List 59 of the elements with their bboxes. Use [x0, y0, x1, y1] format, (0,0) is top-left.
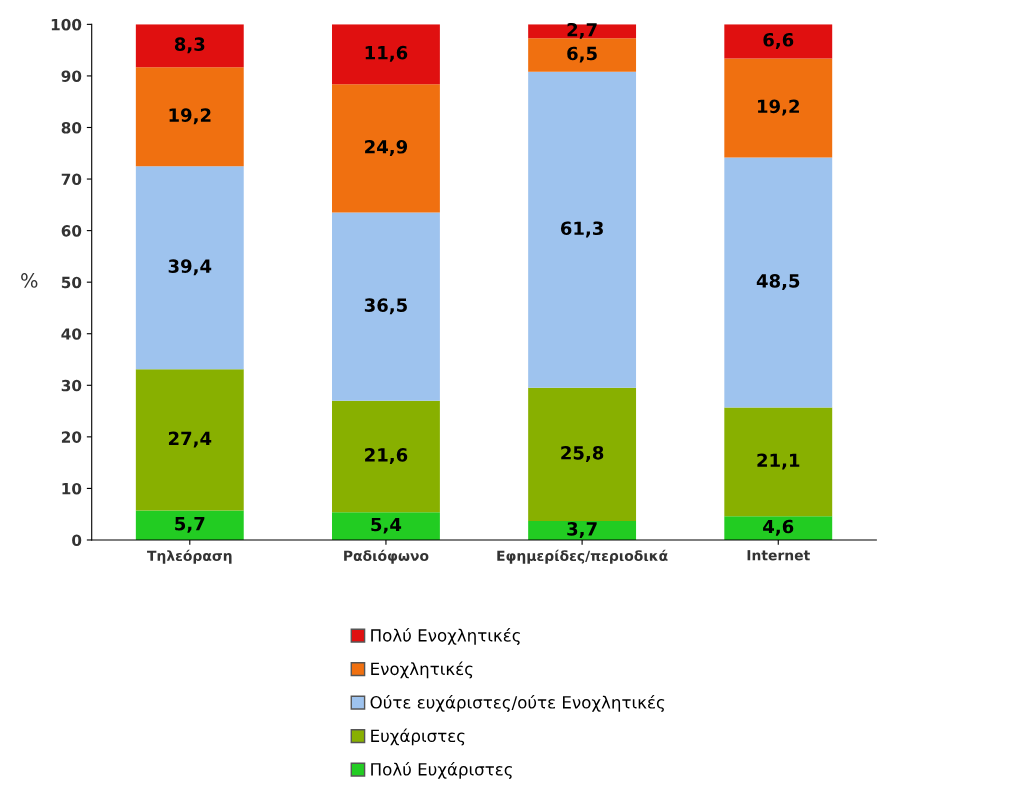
bar	[332, 84, 440, 213]
data-label: 19,2	[169, 108, 211, 125]
x-tick-label: Εφημερίδες/περιοδικά	[497, 549, 668, 564]
legend-label: Πολύ Ευχάριστες	[371, 762, 512, 779]
legend-label: Ενοχλητικές	[371, 661, 473, 679]
data-label: 19,2	[758, 99, 799, 116]
x-tick-label: Τηλεόραση	[147, 549, 232, 564]
bar	[332, 400, 440, 513]
bar	[135, 24, 244, 68]
data-label: 21,6	[365, 448, 408, 464]
bar	[528, 38, 637, 72]
data-label: 11,6	[365, 45, 408, 62]
data-label: 8,3	[174, 37, 205, 54]
legend-label: Πολύ Ενοχλητικές	[371, 628, 520, 645]
y-tick-label: 20	[61, 431, 82, 443]
data-label: 36,5	[364, 298, 407, 315]
bar	[135, 369, 244, 511]
data-label: 2,7	[567, 22, 597, 39]
bar	[724, 24, 833, 59]
data-label: 4,6	[763, 519, 794, 536]
y-axis-title: %	[21, 273, 38, 288]
data-label: 6,5	[567, 46, 597, 63]
data-label: 27,4	[168, 431, 212, 448]
bar	[135, 67, 244, 167]
y-tick-label: 70	[61, 173, 82, 186]
data-label: 5,4	[371, 517, 402, 534]
bar	[332, 212, 440, 401]
legend-label: Ούτε ευχάριστες/ούτε Ενοχλητικές	[370, 695, 665, 712]
y-tick-label: 60	[61, 225, 82, 237]
legend-label: Ευχάριστες	[371, 728, 465, 746]
bar	[724, 407, 833, 517]
x-tick-label: Ραδιόφωνο	[344, 549, 429, 564]
bar	[528, 71, 637, 388]
y-tick-label: 30	[61, 379, 82, 392]
bar	[724, 516, 833, 540]
y-tick-label: 10	[62, 482, 82, 495]
y-tick-label: 90	[61, 70, 82, 82]
y-tick-label: 80	[61, 121, 82, 134]
bar	[724, 157, 833, 408]
data-label: 25,8	[561, 445, 604, 462]
y-tick-label: 100	[51, 18, 82, 31]
data-label: 21,1	[757, 453, 800, 470]
bar	[135, 166, 244, 370]
data-label: 39,4	[168, 259, 212, 276]
bar	[528, 387, 637, 521]
data-label: 6,6	[763, 32, 794, 49]
bar	[724, 58, 833, 158]
data-label: 61,3	[560, 221, 603, 238]
data-label: 5,7	[175, 517, 205, 533]
bar	[135, 510, 244, 540]
y-tick-label: 40	[61, 328, 82, 340]
bar	[332, 24, 440, 85]
data-label: 24,9	[365, 139, 408, 156]
y-tick-label: 50	[61, 276, 82, 289]
data-label: 48,5	[756, 274, 800, 290]
x-tick-label: Internet	[747, 550, 810, 561]
data-label: 3,7	[567, 522, 597, 538]
y-tick-label: 0	[72, 534, 82, 546]
bar	[332, 512, 440, 540]
